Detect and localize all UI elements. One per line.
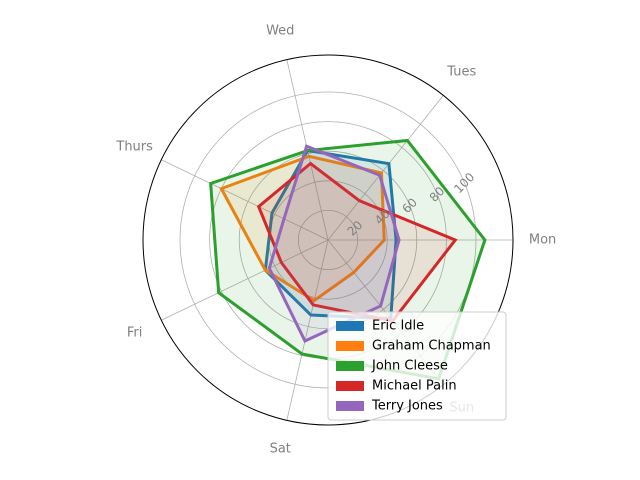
legend: Eric Idle Graham Chapman John Cleese Michae… xyxy=(327,311,507,421)
legend-swatch-3 xyxy=(336,381,364,391)
series-fill-4 xyxy=(269,146,400,341)
category-label-3: Thurs xyxy=(115,139,153,154)
category-label-2: Wed xyxy=(266,23,294,38)
spoke-3 xyxy=(161,159,329,241)
legend-label-2: John Cleese xyxy=(371,359,448,374)
legend-swatch-4 xyxy=(336,401,364,411)
series-fill-1 xyxy=(221,156,385,301)
spoke-1 xyxy=(327,95,444,241)
series-fill-0 xyxy=(265,150,397,319)
spoke-4 xyxy=(161,239,329,321)
category-label-4: Fri xyxy=(127,326,143,341)
spoke-5 xyxy=(286,239,329,421)
category-label-1: Tues xyxy=(446,65,476,80)
radial-tick-label-4: 100 xyxy=(451,170,477,196)
legend-label-3: Michael Palin xyxy=(372,379,457,394)
legend-label-1: Graham Chapman xyxy=(372,339,491,354)
legend-label-0: Eric Idle xyxy=(372,319,424,334)
legend-label-4: Terry Jones xyxy=(371,399,443,414)
legend-swatch-2 xyxy=(336,361,364,371)
legend-box xyxy=(327,311,507,421)
series-fill-3 xyxy=(258,163,456,321)
legend-swatch-1 xyxy=(336,341,364,351)
legend-swatch-0 xyxy=(336,321,364,331)
category-label-0: Mon xyxy=(529,233,556,248)
category-label-5: Sat xyxy=(270,442,291,457)
outer-frame xyxy=(142,54,514,426)
